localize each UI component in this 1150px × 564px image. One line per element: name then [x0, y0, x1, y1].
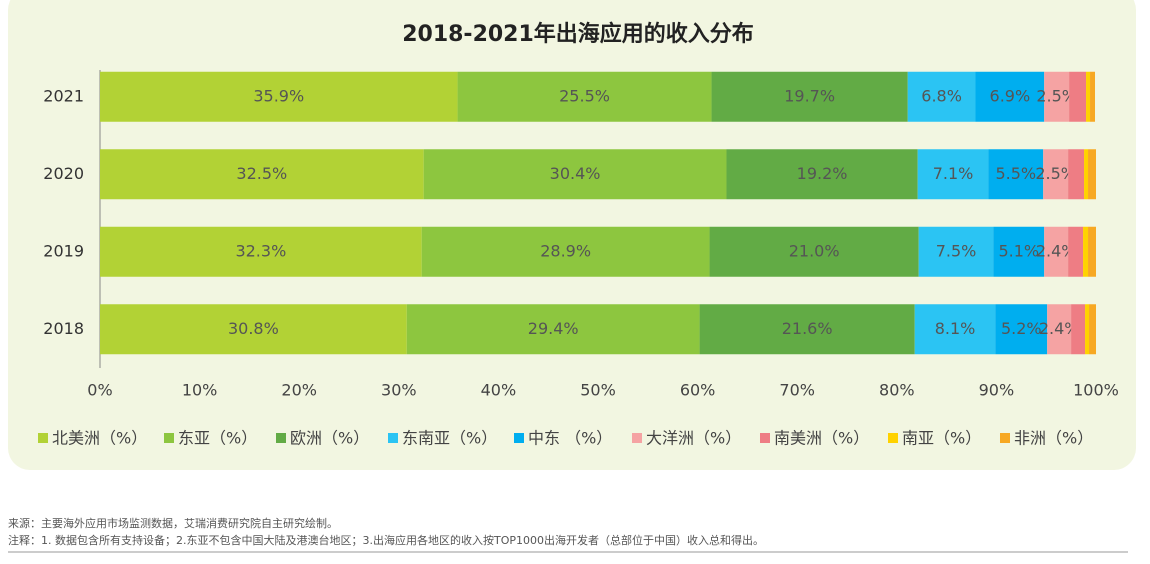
- bar-segment: [100, 226, 422, 277]
- x-tick-label: 80%: [879, 381, 915, 400]
- y-tick-label: 2019: [43, 241, 84, 260]
- data-label: 25.5%: [559, 86, 610, 105]
- bar-segment: [1044, 71, 1070, 122]
- source-note: 来源：主要海外应用市场监测数据，艾瑞消费研究院自主研究绘制。: [8, 516, 338, 530]
- data-label: 2.4%: [1036, 241, 1077, 260]
- data-label: 32.5%: [236, 164, 287, 183]
- legend-swatch: [388, 433, 398, 443]
- data-label: 19.2%: [797, 164, 848, 183]
- bar-segment: [1085, 304, 1090, 355]
- chart-title: 2018-2021年出海应用的收入分布: [402, 21, 754, 47]
- legend-label: 中东 （%）: [528, 429, 612, 448]
- legend-swatch: [632, 433, 642, 443]
- data-label: 8.1%: [935, 319, 976, 338]
- x-tick-label: 50%: [580, 381, 616, 400]
- bar-segment: [988, 149, 1044, 200]
- x-tick-label: 100%: [1073, 381, 1119, 400]
- legend-label: 非洲（%）: [1014, 429, 1093, 448]
- data-label: 2.4%: [1039, 319, 1080, 338]
- bar-segment: [726, 149, 918, 200]
- bar-segment: [1086, 71, 1091, 122]
- bar-segment: [1071, 304, 1086, 355]
- bar-segment: [1083, 226, 1089, 277]
- data-label: 5.5%: [995, 164, 1036, 183]
- data-label: 28.9%: [540, 241, 591, 260]
- data-label: 5.2%: [1001, 319, 1042, 338]
- x-tick-label: 0%: [87, 381, 112, 400]
- y-tick-label: 2020: [43, 164, 84, 183]
- data-label: 7.1%: [933, 164, 974, 183]
- data-label: 2.5%: [1035, 164, 1076, 183]
- data-label: 5.1%: [998, 241, 1039, 260]
- data-label: 30.8%: [228, 319, 279, 338]
- legend-label: 东亚（%）: [178, 429, 257, 448]
- legend-label: 南亚（%）: [902, 429, 981, 448]
- bar-segment: [1068, 149, 1085, 200]
- legend-label: 南美洲（%）: [774, 429, 869, 448]
- data-label: 21.0%: [789, 241, 840, 260]
- legend-swatch: [514, 433, 524, 443]
- legend-label: 欧洲（%）: [290, 429, 369, 448]
- legend-swatch: [888, 433, 898, 443]
- legend-label: 东南亚（%）: [402, 429, 497, 448]
- bar-segment: [709, 226, 919, 277]
- bar-segment: [993, 226, 1045, 277]
- bar-segment: [100, 149, 424, 200]
- y-tick-label: 2018: [43, 319, 84, 338]
- bar-segment: [1088, 226, 1096, 277]
- bar-segment: [699, 304, 915, 355]
- bar-segment: [1088, 149, 1096, 200]
- data-label: 21.6%: [782, 319, 833, 338]
- bar-segment: [907, 71, 976, 122]
- bar-segment: [1084, 149, 1089, 200]
- bar-segment: [917, 149, 989, 200]
- bar-segment: [423, 149, 727, 200]
- legend-swatch: [276, 433, 286, 443]
- bar-segment: [1090, 71, 1096, 122]
- legend-label: 北美洲（%）: [52, 429, 147, 448]
- bar-segment: [406, 304, 700, 355]
- data-label: 30.4%: [550, 164, 601, 183]
- legend-swatch: [38, 433, 48, 443]
- bar-segment: [421, 226, 710, 277]
- legend-swatch: [164, 433, 174, 443]
- data-label: 35.9%: [253, 86, 304, 105]
- x-tick-label: 30%: [381, 381, 417, 400]
- data-label: 19.7%: [784, 86, 835, 105]
- bar-segment: [711, 71, 908, 122]
- x-tick-label: 40%: [481, 381, 517, 400]
- x-tick-label: 70%: [779, 381, 815, 400]
- bar-segment: [457, 71, 712, 122]
- legend-label: 大洋洲（%）: [646, 429, 741, 448]
- bar-segment: [1043, 149, 1069, 200]
- x-tick-label: 90%: [979, 381, 1015, 400]
- data-label: 6.9%: [990, 86, 1031, 105]
- legend-swatch: [760, 433, 770, 443]
- bar-segment: [995, 304, 1048, 355]
- y-tick-label: 2021: [43, 86, 84, 105]
- bar-segment: [1047, 304, 1072, 355]
- bar-segment: [100, 304, 407, 355]
- footnote: 注释：1. 数据包含所有支持设备；2.东亚不包含中国大陆及港澳台地区；3.出海应…: [8, 533, 764, 547]
- x-tick-label: 20%: [281, 381, 317, 400]
- bar-segment: [914, 304, 996, 355]
- bar-segment: [1069, 71, 1087, 122]
- data-label: 32.3%: [235, 241, 286, 260]
- data-label: 29.4%: [528, 319, 579, 338]
- legend-swatch: [1000, 433, 1010, 443]
- data-label: 2.5%: [1036, 86, 1077, 105]
- data-label: 6.8%: [921, 86, 962, 105]
- bar-segment: [1044, 226, 1069, 277]
- bar-segment: [1068, 226, 1084, 277]
- x-tick-label: 60%: [680, 381, 716, 400]
- data-label: 7.5%: [936, 241, 977, 260]
- bar-segment: [975, 71, 1045, 122]
- bar-segment: [100, 71, 458, 122]
- bar-segment: [1089, 304, 1096, 355]
- x-tick-label: 10%: [182, 381, 218, 400]
- bar-segment: [918, 226, 994, 277]
